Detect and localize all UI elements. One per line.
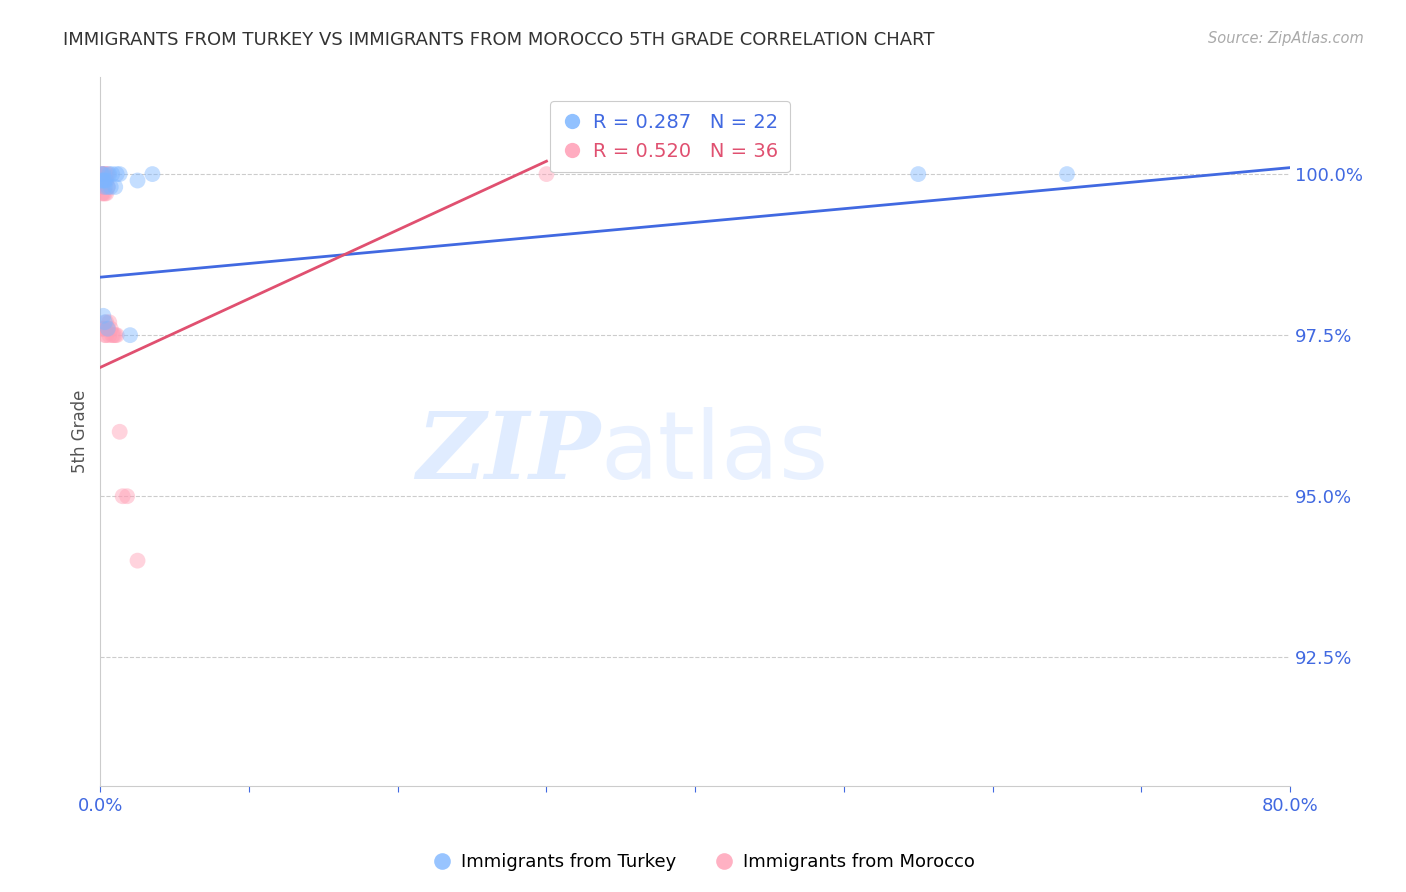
Point	[97, 322, 120, 336]
Point	[101, 328, 124, 343]
Point	[97, 180, 120, 194]
Legend: R = 0.287   N = 22, R = 0.520   N = 36: R = 0.287 N = 22, R = 0.520 N = 36	[550, 102, 790, 172]
Point	[90, 186, 112, 201]
Point	[105, 328, 128, 343]
Point	[97, 180, 120, 194]
Point	[94, 186, 117, 201]
Point	[91, 167, 114, 181]
Point	[100, 180, 122, 194]
Text: ZIP: ZIP	[416, 408, 600, 498]
Point	[97, 322, 120, 336]
Text: Source: ZipAtlas.com: Source: ZipAtlas.com	[1208, 31, 1364, 46]
Point	[98, 315, 121, 329]
Point	[100, 322, 122, 336]
Point	[103, 328, 125, 343]
Point	[91, 167, 114, 181]
Point	[108, 167, 131, 181]
Point	[94, 173, 117, 187]
Point	[90, 167, 112, 181]
Point	[91, 309, 114, 323]
Point	[90, 173, 112, 187]
Point	[94, 173, 117, 187]
Point	[115, 489, 138, 503]
Text: IMMIGRANTS FROM TURKEY VS IMMIGRANTS FROM MOROCCO 5TH GRADE CORRELATION CHART: IMMIGRANTS FROM TURKEY VS IMMIGRANTS FRO…	[63, 31, 935, 49]
Point	[101, 167, 124, 181]
Text: atlas: atlas	[600, 407, 828, 499]
Point	[96, 173, 118, 187]
Point	[120, 328, 142, 343]
Point	[90, 167, 112, 181]
Point	[91, 186, 114, 201]
Point	[91, 173, 114, 187]
Point	[94, 167, 117, 181]
Point	[90, 167, 112, 181]
Point	[1056, 167, 1078, 181]
Point	[536, 167, 558, 181]
Point	[127, 554, 149, 568]
Legend: Immigrants from Turkey, Immigrants from Morocco: Immigrants from Turkey, Immigrants from …	[423, 847, 983, 879]
Point	[96, 328, 118, 343]
Point	[104, 328, 127, 343]
Point	[108, 425, 131, 439]
Point	[90, 322, 112, 336]
Point	[96, 315, 118, 329]
Point	[98, 167, 121, 181]
Point	[94, 180, 117, 194]
Point	[96, 167, 118, 181]
Point	[90, 173, 112, 187]
Point	[127, 173, 149, 187]
Point	[90, 180, 112, 194]
Point	[907, 167, 929, 181]
Point	[105, 167, 128, 181]
Point	[141, 167, 163, 181]
Point	[94, 328, 117, 343]
Point	[98, 328, 121, 343]
Point	[94, 315, 117, 329]
Point	[96, 173, 118, 187]
Point	[96, 186, 118, 201]
Y-axis label: 5th Grade: 5th Grade	[72, 390, 89, 474]
Point	[91, 173, 114, 187]
Point	[104, 180, 127, 194]
Point	[94, 322, 117, 336]
Point	[97, 167, 120, 181]
Point	[91, 322, 114, 336]
Point	[111, 489, 134, 503]
Point	[90, 180, 112, 194]
